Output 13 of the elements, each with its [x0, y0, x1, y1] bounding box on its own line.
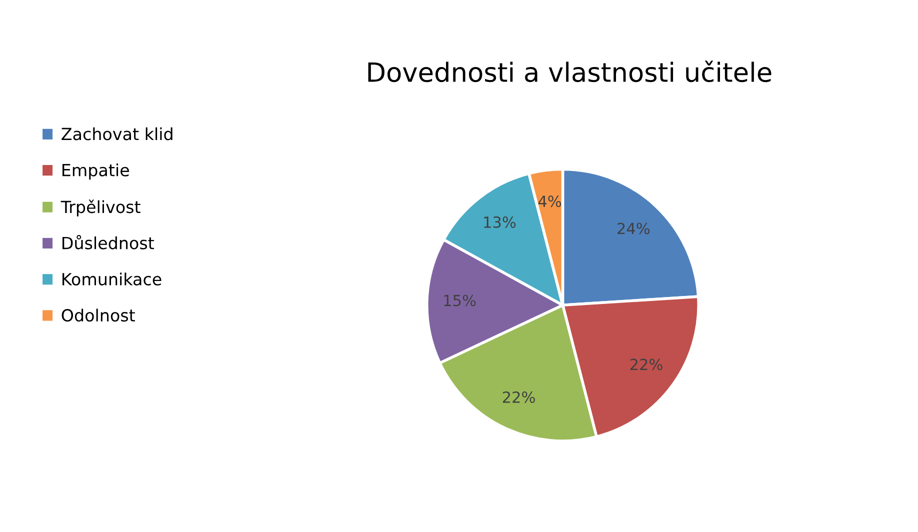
data-label: 4%	[538, 196, 562, 208]
legend-label: Empatie	[62, 164, 129, 180]
legend-label: Zachovat klid	[62, 127, 172, 140]
legend-label: Důslednost	[62, 234, 154, 250]
legend-label: Komunikace	[62, 272, 162, 286]
data-label: 22%	[502, 391, 535, 403]
chart-title: Dovednosti a vlastnosti učitele	[368, 60, 772, 82]
data-label: 13%	[484, 216, 516, 228]
legend-label: Trpělivost	[60, 200, 140, 216]
legend-label: Odolnost	[62, 308, 135, 322]
data-label: 22%	[630, 358, 662, 370]
data-label: 24%	[618, 222, 650, 234]
data-label: 15%	[444, 294, 476, 306]
